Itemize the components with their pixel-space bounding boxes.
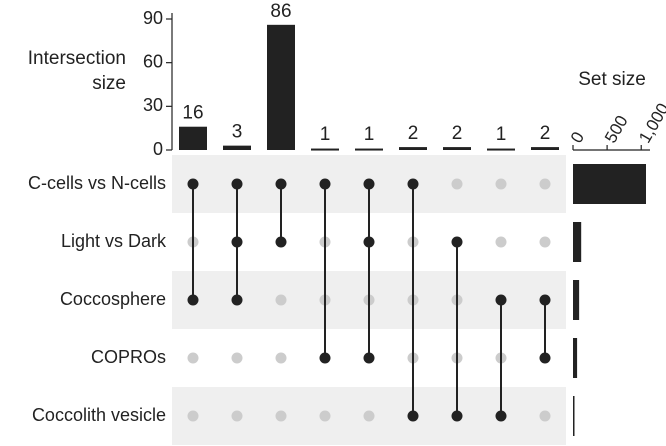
member-dot	[451, 236, 463, 248]
member-dot	[319, 352, 331, 364]
member-dot	[495, 294, 507, 306]
member-dot	[363, 352, 375, 364]
set-size-bar	[573, 338, 578, 378]
bar-value-label: 1	[496, 124, 507, 145]
empty-dot	[319, 410, 331, 422]
empty-dot	[451, 178, 463, 190]
empty-dot	[275, 352, 287, 364]
set-size-label: Set size	[578, 69, 646, 90]
bar-value-label: 86	[270, 1, 291, 22]
bar-value-label: 1	[320, 124, 331, 145]
set-name: COPROs	[91, 347, 166, 367]
set-name: C-cells vs N-cells	[28, 173, 166, 193]
set-size-bar	[573, 280, 580, 320]
empty-dot	[187, 410, 199, 422]
set-name: Coccolith vesicle	[32, 405, 166, 425]
set-name: Light vs Dark	[61, 231, 167, 251]
y-tick-label: 60	[143, 51, 163, 71]
set-name: Coccosphere	[60, 289, 166, 309]
intersection-bar	[443, 147, 471, 150]
empty-dot	[231, 352, 243, 364]
intersection-bar	[223, 145, 251, 150]
set-size-bar	[573, 222, 582, 262]
empty-dot	[363, 410, 375, 422]
y-tick-label: 30	[143, 95, 163, 115]
empty-dot	[539, 236, 551, 248]
member-dot	[451, 410, 463, 422]
y-axis-label: Intersection size	[27, 48, 126, 94]
bar-value-label: 2	[540, 123, 551, 144]
intersection-bar	[179, 126, 207, 150]
bar-value-label: 16	[182, 103, 203, 124]
bar-value-label: 3	[232, 122, 243, 143]
set-size-tick-label: 0	[567, 129, 588, 147]
member-dot	[187, 178, 199, 190]
member-dot	[319, 178, 331, 190]
member-dot	[363, 178, 375, 190]
empty-dot	[275, 410, 287, 422]
empty-dot	[275, 294, 287, 306]
set-size-bar	[573, 164, 646, 204]
empty-dot	[495, 236, 507, 248]
intersection-bar	[531, 147, 559, 150]
empty-dot	[539, 410, 551, 422]
member-dot	[407, 410, 419, 422]
member-dot	[231, 294, 243, 306]
member-dot	[495, 410, 507, 422]
member-dot	[187, 294, 199, 306]
member-dot	[407, 178, 419, 190]
member-dot	[275, 236, 287, 248]
set-size-bar	[573, 396, 575, 436]
intersection-bar	[355, 148, 383, 151]
intersection-bar	[311, 148, 339, 151]
bar-value-label: 2	[452, 123, 463, 144]
member-dot	[363, 236, 375, 248]
empty-dot	[539, 178, 551, 190]
intersection-bar	[267, 24, 295, 151]
set-size-tick-label: 500	[601, 112, 632, 146]
bar-value-label: 2	[408, 123, 419, 144]
empty-dot	[495, 178, 507, 190]
member-dot	[539, 352, 551, 364]
member-dot	[539, 294, 551, 306]
bar-value-label: 1	[364, 124, 375, 145]
member-dot	[231, 236, 243, 248]
empty-dot	[231, 410, 243, 422]
member-dot	[275, 178, 287, 190]
set-size-tick-label: 1,000	[635, 100, 666, 146]
empty-dot	[187, 352, 199, 364]
y-tick-label: 90	[143, 8, 163, 28]
intersection-bar	[487, 148, 515, 151]
member-dot	[231, 178, 243, 190]
y-tick-label: 0	[153, 139, 163, 159]
intersection-bar	[399, 147, 427, 150]
